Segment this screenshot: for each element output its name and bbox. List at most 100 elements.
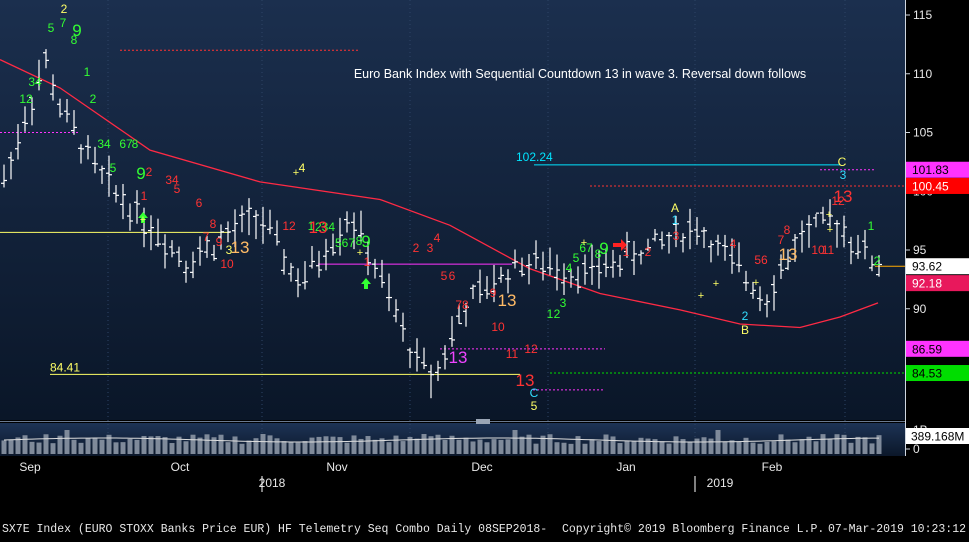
horizontal-levels: 84.41 102.24 xyxy=(0,49,905,391)
price-bar xyxy=(372,258,378,279)
volume-bar xyxy=(442,439,448,454)
price-tag-label: 86.59 xyxy=(912,342,942,356)
price-bar xyxy=(554,254,560,291)
volume-bar xyxy=(470,441,476,454)
volume-bar xyxy=(680,439,686,454)
price-bar xyxy=(267,209,273,235)
price-bar xyxy=(862,229,868,260)
month-label: Sep xyxy=(19,460,41,474)
volume-bar xyxy=(372,439,378,454)
sequential-label: 1 xyxy=(364,255,371,269)
price-bar xyxy=(589,244,595,285)
volume-bar xyxy=(85,438,91,454)
signal-marker-icon xyxy=(613,239,627,251)
volume-bar xyxy=(792,442,798,454)
volume-bar xyxy=(526,434,532,454)
price-bar xyxy=(22,106,28,132)
price-bar xyxy=(764,294,770,318)
volume-bar xyxy=(694,438,700,454)
volume-bar xyxy=(540,435,546,454)
price-bar xyxy=(708,240,714,263)
price-bar xyxy=(603,249,609,278)
price-bar xyxy=(190,251,196,279)
plus-marker-icon: + xyxy=(713,278,719,290)
sequential-label: 5 xyxy=(531,399,538,413)
price-bar xyxy=(421,347,427,370)
price-bar xyxy=(127,203,133,231)
volume-bar xyxy=(708,438,714,454)
volume-bar xyxy=(351,435,357,454)
price-bar xyxy=(813,212,819,228)
sequential-label: 78 xyxy=(455,298,469,312)
month-label: Jan xyxy=(616,460,635,474)
sequential-label: 4 xyxy=(566,261,573,275)
sequential-label: 9 xyxy=(490,286,497,300)
price-tick-label: 105 xyxy=(913,126,933,140)
sequential-label: 13 xyxy=(231,238,250,257)
panel-resize-handle[interactable] xyxy=(476,419,490,424)
price-bar xyxy=(414,338,420,372)
volume-bar xyxy=(631,441,637,454)
price-bar xyxy=(841,215,847,248)
price-bar xyxy=(134,190,140,224)
price-tag-bg xyxy=(906,365,969,382)
price-bar xyxy=(344,211,350,233)
volume-bar xyxy=(232,436,238,454)
volume-bar xyxy=(57,435,63,454)
price-bar xyxy=(547,247,553,276)
price-bar xyxy=(232,209,238,248)
price-tag-bg xyxy=(906,258,969,275)
sequential-label: C xyxy=(838,155,847,169)
price-tag: 93.62 xyxy=(906,258,969,275)
price-bar xyxy=(659,231,665,250)
volume-bar xyxy=(519,436,525,454)
sequential-label: 34 xyxy=(165,173,179,187)
sequential-label: 13 xyxy=(516,371,535,390)
price-bar xyxy=(120,183,126,220)
price-bar xyxy=(645,238,651,251)
price-bar xyxy=(806,215,812,248)
volume-bar xyxy=(288,442,294,454)
volume-bar xyxy=(141,435,147,454)
price-bar xyxy=(274,220,280,246)
volume-bar xyxy=(407,436,413,454)
month-gridlines xyxy=(107,0,846,456)
price-tag: 92.18 xyxy=(906,275,969,292)
volume-bar xyxy=(449,435,455,454)
sequential-label: 5 xyxy=(441,269,448,283)
volume-bar xyxy=(274,438,280,454)
price-bar xyxy=(148,215,154,251)
price-bar xyxy=(330,233,336,256)
plus-marker-icon: + xyxy=(357,247,363,259)
plus-marker-icon: + xyxy=(827,224,833,236)
volume-bar xyxy=(190,434,196,454)
price-bar xyxy=(799,220,805,253)
volume-bar xyxy=(491,439,497,454)
price-bar xyxy=(449,316,455,347)
price-bar xyxy=(855,234,861,259)
sequential-label: 2 xyxy=(146,165,153,179)
price-tick-label: 115 xyxy=(913,8,932,22)
volume-bar xyxy=(855,436,861,454)
price-bar xyxy=(540,251,546,281)
price-bar xyxy=(106,155,112,197)
volume-bar xyxy=(659,441,665,454)
price-bar xyxy=(771,275,777,311)
volume-bar xyxy=(113,442,119,454)
price-tick-label: 95 xyxy=(913,243,927,257)
price-bar xyxy=(197,236,203,266)
price-bar xyxy=(561,263,567,296)
volume-bar xyxy=(435,434,441,454)
sequential-label: 8 xyxy=(71,33,78,47)
volume-bar xyxy=(575,436,581,454)
price-bar xyxy=(435,360,441,382)
price-tag-bg xyxy=(906,161,969,178)
sequential-label: B xyxy=(741,323,749,337)
moving-average-line xyxy=(0,59,879,329)
time-axis: Sep Oct Nov Dec Jan Feb 2018 2019 xyxy=(19,460,783,492)
price-bar xyxy=(505,269,511,294)
volume-bar xyxy=(638,437,644,454)
volume-bar xyxy=(477,439,483,454)
volume-bar xyxy=(253,438,259,454)
